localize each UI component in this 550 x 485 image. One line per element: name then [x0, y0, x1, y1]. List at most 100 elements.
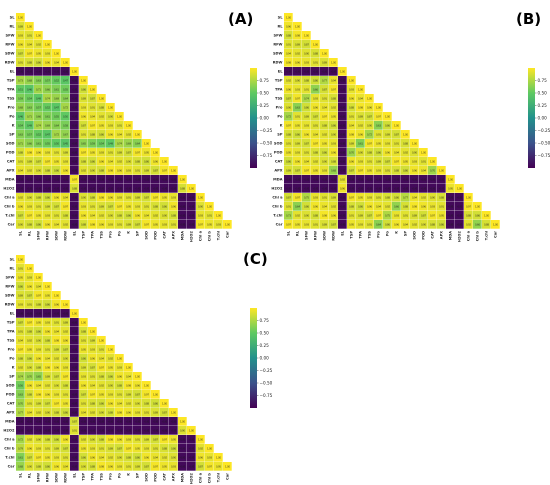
heatmap-cell: [401, 211, 410, 220]
cell-value: 0.66: [313, 88, 318, 91]
cell-value: 0.88: [403, 142, 408, 145]
y-tick-label: EL: [10, 70, 15, 74]
heatmap-cell: [169, 453, 178, 462]
cell-value: 0.91: [349, 214, 354, 217]
cell-value: -0.95: [108, 178, 114, 181]
heatmap-cell: [25, 211, 34, 220]
cell-value: 0.51: [18, 88, 23, 91]
cell-value: -0.95: [304, 187, 310, 190]
cell-value: 0.79: [18, 447, 23, 450]
cell-value: 0.45: [63, 142, 68, 145]
heatmap-cell: [70, 327, 79, 336]
heatmap-cell: [284, 157, 293, 166]
cell-value: 1.00: [27, 267, 32, 270]
cell-value: 1.00: [36, 276, 41, 279]
cell-value: 0.95: [216, 465, 221, 468]
cell-value: -0.95: [117, 429, 123, 432]
cell-value: 0.91: [153, 447, 158, 450]
cell-value: 0.71: [18, 142, 23, 145]
cell-value: 0.86: [36, 330, 41, 333]
cell-value: 0.95: [376, 142, 381, 145]
cell-value: 0.90: [430, 196, 435, 199]
cell-value: 0.95: [331, 115, 336, 118]
cell-value: 0.92: [295, 52, 300, 55]
heatmap-cell: [347, 121, 356, 130]
heatmap-cell: [16, 282, 25, 291]
heatmap-cell: [142, 211, 151, 220]
x-tick-label: RL: [296, 230, 300, 236]
heatmap-cell: [88, 399, 97, 408]
heatmap-cell: [88, 130, 97, 139]
cell-value: 0.49: [36, 97, 41, 100]
cell-value: 0.54: [27, 97, 32, 100]
cell-value: 0.96: [63, 169, 68, 172]
cell-value: 0.95: [99, 124, 104, 127]
y-tick-label: SL: [278, 16, 284, 20]
cell-value: 1.00: [180, 420, 185, 423]
cell-value: 0.91: [367, 223, 372, 226]
cell-value: 0.95: [126, 205, 131, 208]
heatmap-cell: [464, 211, 473, 220]
cell-value: 0.61: [54, 88, 59, 91]
heatmap-cell: [320, 58, 329, 67]
cell-value: 1.00: [189, 429, 194, 432]
cell-value: 0.88: [99, 375, 104, 378]
heatmap-cell: [61, 211, 70, 220]
heatmap-cell: [25, 67, 34, 76]
heatmap-cell: [88, 94, 97, 103]
cell-value: -0.95: [457, 214, 463, 217]
cell-value: 0.96: [331, 151, 336, 154]
colorbar-tick-label: 0.00: [538, 115, 548, 120]
cell-value: 0.96: [385, 151, 390, 154]
heatmap-cell: [52, 327, 61, 336]
cell-value: 0.91: [117, 124, 122, 127]
heatmap-cell: [16, 22, 25, 31]
cell-value: 0.95: [153, 223, 158, 226]
heatmap-cell: [356, 211, 365, 220]
heatmap-cell: [124, 453, 133, 462]
cell-value: 0.88: [63, 214, 68, 217]
heatmap-cell: [347, 157, 356, 166]
heatmap-cell: [88, 184, 97, 193]
heatmap-cell: [106, 112, 115, 121]
cell-value: 0.92: [340, 178, 345, 181]
cell-value: 0.86: [36, 223, 41, 226]
cell-value: -0.95: [340, 124, 346, 127]
cell-value: -0.95: [45, 420, 51, 423]
y-tick-label: APX: [274, 169, 282, 173]
heatmap-cell: [383, 130, 392, 139]
cell-value: -0.95: [18, 429, 24, 432]
cell-value: 0.96: [358, 133, 363, 136]
x-tick-label: T.chl: [217, 231, 221, 240]
colorbar-tick-label: 0.50: [260, 90, 270, 95]
heatmap-cell: [61, 435, 70, 444]
heatmap-cell: [293, 112, 302, 121]
heatmap-cell: [311, 40, 320, 49]
cell-value: 0.91: [439, 205, 444, 208]
heatmap-cell: [329, 85, 338, 94]
cell-value: 0.90: [27, 366, 32, 369]
cell-value: 0.87: [36, 160, 41, 163]
heatmap-cell: [97, 462, 106, 471]
cell-value: 0.88: [331, 160, 336, 163]
heatmap-cell: [70, 112, 79, 121]
heatmap-cell: [70, 399, 79, 408]
heatmap-cell: [410, 148, 419, 157]
heatmap-cell: [79, 76, 88, 85]
cell-value: 0.96: [27, 285, 32, 288]
cell-value: -0.95: [153, 187, 159, 190]
heatmap-cell: [34, 327, 43, 336]
heatmap-cell: [25, 175, 34, 184]
heatmap-cell: [374, 211, 383, 220]
heatmap-cell: [169, 435, 178, 444]
heatmap-cell: [43, 202, 52, 211]
cell-value: 0.96: [295, 61, 300, 64]
cell-value: 0.92: [18, 196, 23, 199]
cell-value: 0.88: [153, 205, 158, 208]
cell-value: 0.87: [286, 196, 291, 199]
heatmap-cell: [34, 148, 43, 157]
cell-value: -0.95: [421, 187, 427, 190]
heatmap-cell: [34, 139, 43, 148]
cell-value: 0.95: [54, 160, 59, 163]
heatmap-cell: [374, 202, 383, 211]
